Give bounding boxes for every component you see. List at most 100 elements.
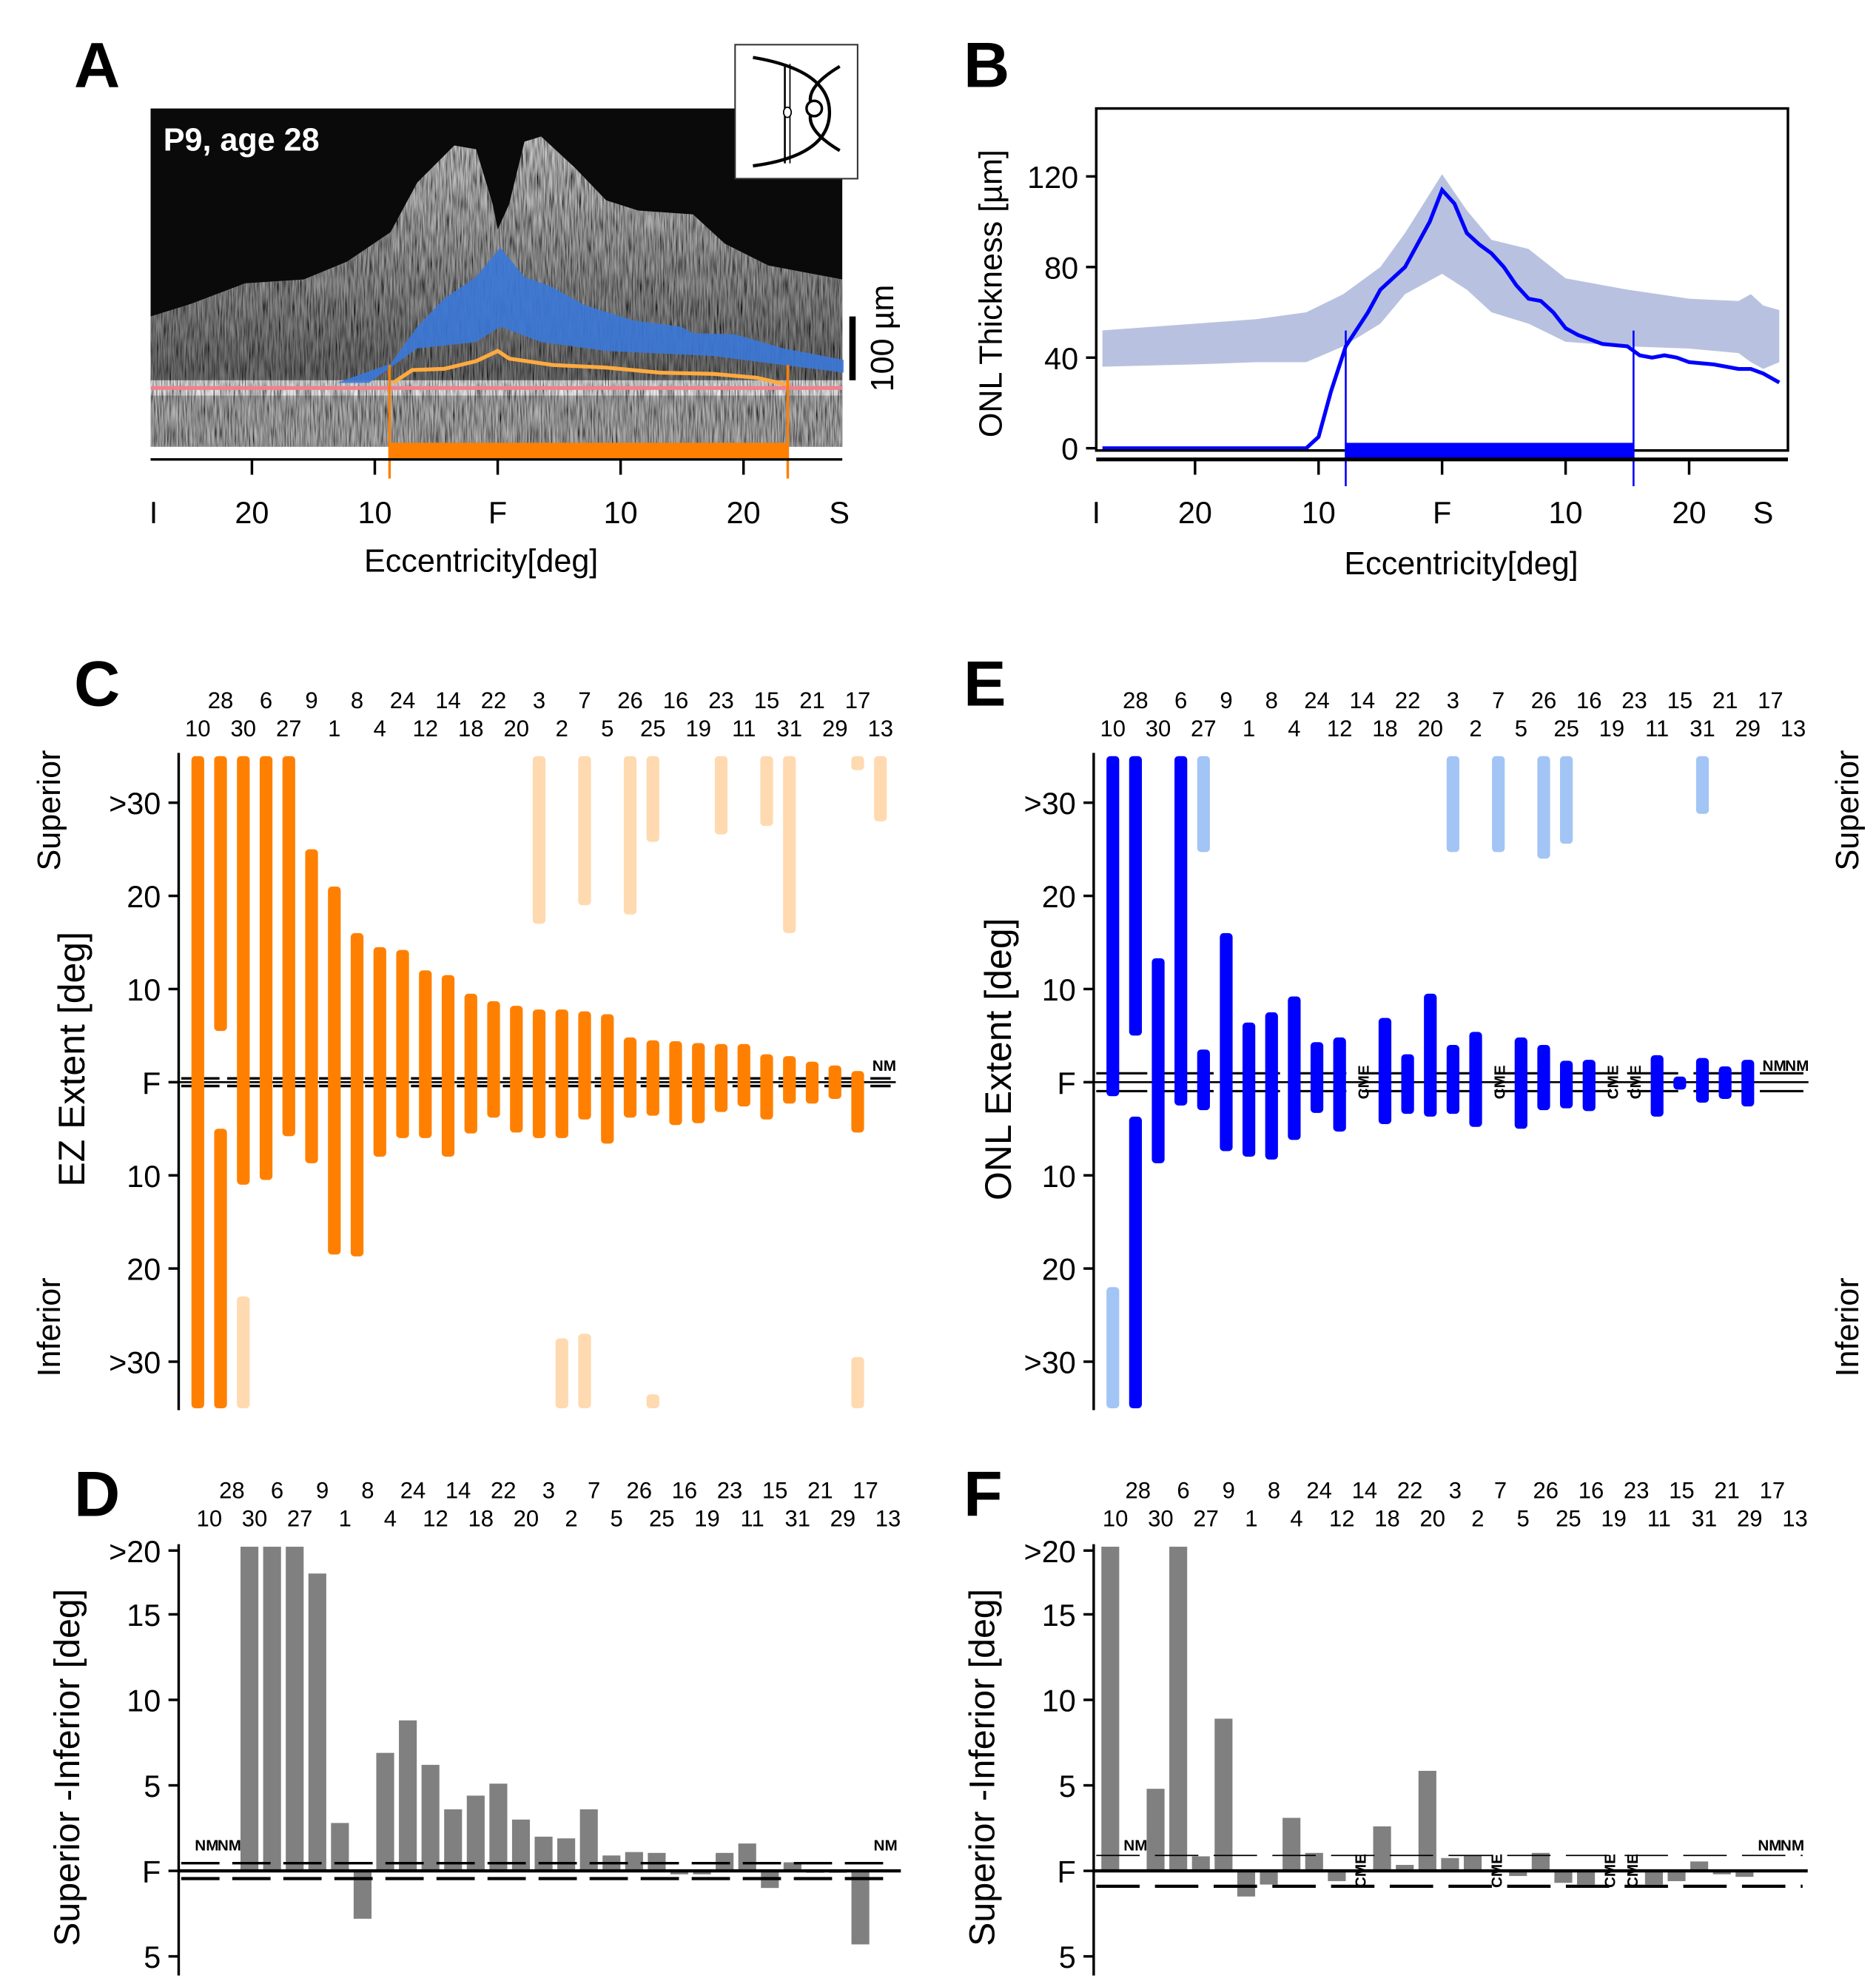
y-axis-title: Superior -Inferior [deg]	[47, 1589, 87, 1946]
difference-bar	[1418, 1770, 1436, 1872]
patient-label: 9	[316, 1478, 329, 1504]
patient-label: 2	[1469, 716, 1482, 742]
y-tick-label: 120	[1027, 161, 1078, 195]
patient-label: 26	[617, 687, 643, 713]
patient-label: 13	[875, 1505, 901, 1531]
patient-label: 18	[1374, 1505, 1400, 1531]
extent-bar-light	[646, 1394, 659, 1408]
extent-bar-light	[578, 756, 591, 906]
patient-label: 19	[1599, 716, 1625, 742]
extent-bar	[373, 947, 386, 1157]
extent-bar	[1469, 1032, 1482, 1127]
x-tick-label: I	[1092, 496, 1100, 530]
difference-bar	[1735, 1871, 1754, 1877]
extent-bar	[1718, 1066, 1732, 1100]
difference-bar	[1169, 1547, 1188, 1872]
difference-bar	[1214, 1718, 1233, 1872]
extent-bar	[1265, 1012, 1278, 1160]
patient-label: 30	[1146, 716, 1171, 742]
difference-bar	[738, 1843, 756, 1872]
patient-label: 1	[1245, 1505, 1257, 1531]
extent-bar	[601, 1014, 614, 1144]
extent-bar	[851, 1071, 864, 1133]
extent-bar	[1129, 1116, 1143, 1408]
cme-note: CME	[1627, 1065, 1644, 1099]
patient-label: 23	[708, 687, 734, 713]
patient-label: 1	[339, 1505, 352, 1531]
patient-label: 16	[1579, 1478, 1604, 1504]
patient-label: 30	[1148, 1505, 1174, 1531]
y-tick-label: F	[1057, 1066, 1075, 1100]
cme-note: CME	[1355, 1065, 1372, 1099]
patient-label: 15	[754, 687, 780, 713]
inferior-label: Inferior	[32, 1277, 67, 1376]
extent-bar	[1424, 993, 1437, 1117]
difference-bar	[851, 1871, 870, 1945]
panel-label-e: E	[964, 649, 1006, 720]
patient-label: 24	[1306, 1478, 1332, 1504]
x-axis-title: Eccentricity[deg]	[1344, 546, 1578, 582]
difference-bar	[534, 1836, 553, 1872]
extent-bar-light	[555, 1338, 568, 1408]
panel-label-f: F	[964, 1459, 1003, 1530]
patient-label: 28	[219, 1478, 245, 1504]
x-tick-label: I	[149, 496, 158, 530]
nm-note: NM	[874, 1837, 898, 1854]
difference-bar	[1282, 1818, 1301, 1872]
patient-label: 31	[1692, 1505, 1718, 1531]
extent-bar	[1514, 1037, 1527, 1129]
patient-label: 26	[1531, 687, 1557, 713]
difference-bar	[1396, 1864, 1414, 1872]
difference-bar	[670, 1871, 689, 1875]
patient-label: 26	[1533, 1478, 1559, 1504]
extent-bar	[1174, 756, 1188, 1106]
x-tick-label: F	[1433, 496, 1451, 530]
patient-label: 28	[208, 687, 234, 713]
ez-extent-bar	[389, 443, 788, 459]
patient-label: 27	[287, 1505, 313, 1531]
difference-bar	[1373, 1826, 1391, 1872]
patient-label: 21	[1714, 1478, 1740, 1504]
y-tick-label: 20	[127, 880, 161, 914]
panel-label-a: A	[74, 30, 120, 101]
patient-label: 12	[413, 716, 439, 742]
extent-bar-light	[1197, 756, 1210, 853]
patient-label: 5	[1517, 1505, 1530, 1531]
extent-bar	[259, 756, 273, 1180]
y-tick-label: 80	[1044, 251, 1078, 285]
extent-bar	[828, 1065, 841, 1100]
patient-label: 9	[1220, 687, 1232, 713]
y-tick-label: 10	[127, 1160, 161, 1194]
nm-note: NM	[1781, 1837, 1804, 1854]
patient-label: 6	[260, 687, 272, 713]
extent-bar	[646, 1040, 659, 1116]
patient-label: 20	[1418, 716, 1444, 742]
patient-label: 4	[384, 1505, 397, 1531]
y-tick-label: >30	[1024, 787, 1076, 821]
panel-b-onl-thickness-chart: 0 40 80 120 I 20 10 F 10 20 S Eccentricity[deg] ON…	[974, 107, 1789, 582]
patient-label: 6	[271, 1478, 283, 1504]
difference-bar	[241, 1547, 259, 1872]
difference-bar	[444, 1809, 463, 1872]
y-tick-label: 5	[144, 1940, 161, 1974]
y-tick-label: 10	[1042, 1684, 1076, 1718]
patient-label: 18	[1372, 716, 1398, 742]
extent-bar	[737, 1043, 750, 1107]
extent-bar	[760, 1054, 773, 1120]
x-axis-title: Eccentricity[deg]	[364, 544, 598, 579]
patient-label: 21	[799, 687, 825, 713]
y-tick-label: 40	[1044, 342, 1078, 376]
patient-label: 11	[741, 1505, 764, 1531]
difference-bar	[557, 1838, 576, 1872]
extent-bar	[305, 849, 318, 1163]
extent-bar	[419, 970, 432, 1138]
difference-bar	[263, 1547, 281, 1872]
patient-label: 5	[611, 1505, 623, 1531]
patient-label: 22	[491, 1478, 517, 1504]
patient-label: 7	[588, 1478, 600, 1504]
difference-bar	[1260, 1871, 1278, 1885]
patient-label: 4	[1290, 1505, 1302, 1531]
patient-label: 24	[1304, 687, 1330, 713]
difference-bar	[1667, 1871, 1686, 1881]
patient-label: 27	[1191, 716, 1217, 742]
